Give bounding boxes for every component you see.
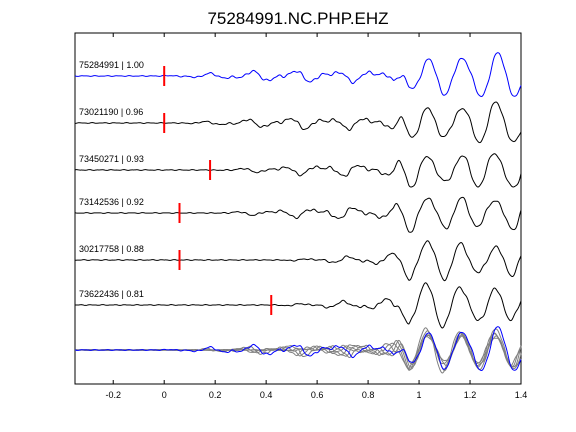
x-tick-label-8: 1.4	[515, 390, 528, 400]
x-tick-label-2: 0.2	[209, 390, 222, 400]
trace-label-6: 73622436 | 0.81	[79, 289, 144, 299]
x-tick-label-1: 0	[162, 390, 167, 400]
x-axis: -0.2 0 0.2 0.4 0.6 0.8 1 1.2 1.4	[105, 33, 527, 400]
chart-title: 75284991.NC.PHP.EHZ	[207, 9, 388, 28]
trace-line-3	[74, 153, 522, 188]
x-tick-label-7: 1.2	[464, 390, 477, 400]
plot-area	[74, 32, 522, 385]
trace-line-2	[74, 101, 522, 144]
trace-label-3: 73450271 | 0.93	[79, 154, 144, 164]
trace-label-2: 73021190 | 0.96	[79, 107, 143, 117]
trace-label-4: 73142536 | 0.92	[79, 197, 144, 207]
trace-label-5: 30217758 | 0.88	[79, 244, 144, 254]
traces-layer	[74, 52, 522, 329]
x-tick-label-6: 1	[417, 390, 422, 400]
picks-layer	[163, 66, 273, 315]
trace-line-6	[74, 282, 522, 329]
trace-line-4	[74, 196, 522, 233]
trace-line-5	[75, 240, 522, 282]
trace-line-1	[74, 52, 522, 97]
stack-layer	[74, 326, 522, 374]
x-tick-label-4: 0.6	[311, 390, 324, 400]
x-tick-label-0: -0.2	[105, 390, 121, 400]
stack-trace-1	[74, 326, 522, 371]
labels-layer: 75284991 | 1.00 73021190 | 0.96 73450271 |…	[79, 60, 144, 299]
trace-label-1: 75284991 | 1.00	[79, 60, 144, 70]
x-tick-label-5: 0.8	[362, 390, 375, 400]
x-tick-label-3: 0.4	[260, 390, 273, 400]
